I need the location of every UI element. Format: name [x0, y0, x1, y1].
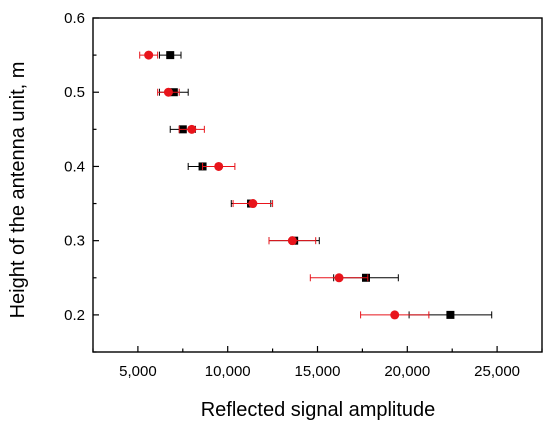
- plot-frame: [92, 17, 543, 353]
- data-point-circle: [214, 161, 224, 171]
- series-circle: [139, 50, 430, 320]
- data-point-circle: [187, 124, 197, 134]
- series-square: [158, 51, 493, 319]
- data-point-circle: [390, 310, 400, 320]
- x-tick-label: 15,000: [295, 363, 341, 380]
- y-axis-title: Height of the antenna unit, m: [7, 62, 29, 319]
- data-point-square: [446, 310, 455, 319]
- x-tick-label: 20,000: [384, 363, 430, 380]
- y-tick-label: 0.6: [64, 10, 85, 27]
- data-point-circle: [248, 199, 258, 209]
- data-point-circle: [144, 50, 154, 60]
- data-point-circle: [287, 236, 297, 246]
- data-point-circle: [334, 273, 344, 283]
- x-axis-title: Reflected signal amplitude: [201, 399, 436, 421]
- y-tick-label: 0.4: [64, 158, 85, 175]
- x-tick-label: 5,000: [119, 363, 157, 380]
- data-point-circle: [163, 87, 173, 97]
- axes: [92, 17, 543, 353]
- x-tick-label: 25,000: [474, 363, 520, 380]
- y-tick-label: 0.2: [64, 307, 85, 324]
- ticks: 5,000 10,000 15,000 20,000 25,000 0.2 0.3 0.4 0.…: [64, 10, 543, 380]
- y-tick-label: 0.3: [64, 233, 85, 250]
- y-tick-label: 0.5: [64, 84, 85, 101]
- data-marks: [139, 50, 493, 320]
- data-point-square: [166, 51, 175, 60]
- x-tick-label: 10,000: [205, 363, 251, 380]
